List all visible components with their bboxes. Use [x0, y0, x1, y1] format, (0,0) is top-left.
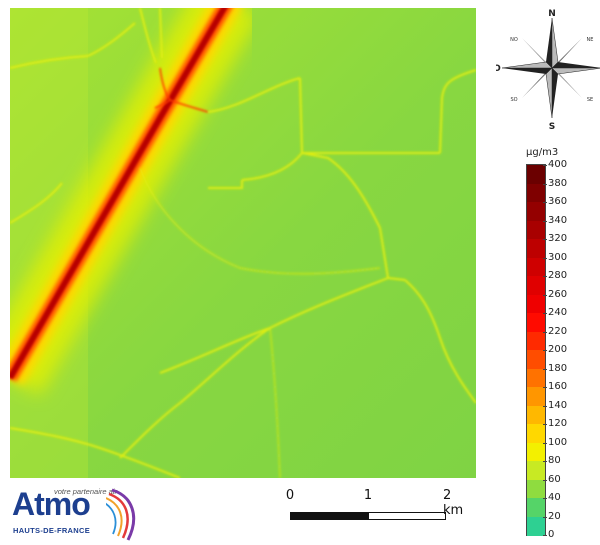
logo-tagline: votre partenaire air: [54, 487, 117, 496]
minor-roads-layer: [10, 8, 476, 478]
legend-tick-label: 60: [543, 473, 561, 485]
legend-color-cell: [527, 498, 545, 517]
compass-ne: NE: [587, 37, 594, 43]
legend-color-cell: [527, 257, 545, 277]
scale-label-2: 2 km: [443, 488, 464, 518]
legend-color-cell: [527, 220, 545, 240]
scale-bar-black-segment: [291, 513, 369, 519]
compass-o: O: [496, 64, 501, 74]
legend-tick-label: 40: [543, 492, 561, 503]
compass-secondary-points: [522, 38, 582, 98]
legend-color-cell: [527, 424, 545, 443]
atmo-logo: Atmo votre partenaire air HAUTS-DE-FRANC…: [10, 482, 150, 544]
legend-color-cell: [527, 183, 545, 203]
legend-color-cell: [527, 516, 545, 536]
legend-tick-label: 120: [542, 418, 568, 429]
legend-tick-label: 320: [542, 233, 568, 244]
legend-color-cell: [527, 442, 545, 462]
legend-color-cell: [527, 387, 545, 406]
legend-color-cell: [527, 165, 545, 184]
compass-so: SO: [510, 97, 517, 103]
legend-tick-label: 340: [542, 214, 568, 226]
legend-tick-label: 360: [542, 196, 568, 207]
legend-tick-label: 100: [542, 436, 568, 448]
pollution-map[interactable]: [10, 8, 476, 478]
scale-bar-graphic: [290, 512, 446, 520]
compass-main-points: [501, 17, 600, 119]
legend-color-cell: [527, 294, 545, 314]
legend-tick-label: 180: [542, 362, 568, 374]
legend-tick-label: 240: [542, 307, 568, 318]
legend-tick-label: 140: [542, 399, 568, 411]
legend-tick-label: 300: [542, 251, 568, 263]
compass-n: N: [548, 9, 556, 19]
scale-bar: 0 1 2 km: [282, 488, 482, 528]
legend-color-cell: [527, 461, 545, 480]
compass-s: S: [549, 122, 555, 130]
compass-rose: N S O E NO NE SO SE: [493, 8, 600, 132]
legend-color-cell: [527, 368, 545, 388]
legend-color-cell: [527, 479, 545, 499]
map-canvas: [10, 8, 476, 478]
scale-label-0: 0: [285, 488, 295, 503]
interchange-layer: [154, 67, 209, 113]
highway-layer: [10, 8, 261, 396]
legend-color-cell: [527, 276, 545, 295]
legend-tick-label: 220: [542, 325, 568, 337]
logo-swoosh-icon: [106, 488, 136, 541]
legend-tick-label: 80: [543, 455, 561, 466]
legend-tick-label: 400: [542, 159, 568, 170]
legend-tick-label: 380: [542, 177, 568, 189]
compass-no: NO: [510, 37, 518, 43]
logo-wordmark: Atmo: [12, 486, 91, 522]
legend-color-cell: [527, 202, 545, 221]
legend-unit: µg/m3: [526, 147, 559, 158]
legend-tick-label: 20: [543, 510, 561, 522]
legend-tick-label: 160: [542, 381, 568, 392]
logo-region: HAUTS-DE-FRANCE: [13, 526, 90, 535]
scale-label-1: 1: [363, 488, 373, 503]
legend-color-cell: [527, 239, 545, 258]
legend-color-bar: [526, 164, 546, 536]
legend-tick-label: 0: [542, 529, 555, 540]
legend-tick-label: 280: [542, 270, 568, 281]
compass-se: SE: [587, 97, 593, 103]
legend-color-cell: [527, 350, 545, 369]
legend-tick-label: 200: [542, 344, 568, 355]
legend-color-cell: [527, 405, 545, 425]
legend-tick-label: 260: [542, 288, 568, 300]
legend-color-cell: [527, 331, 545, 351]
legend-color-cell: [527, 313, 545, 332]
